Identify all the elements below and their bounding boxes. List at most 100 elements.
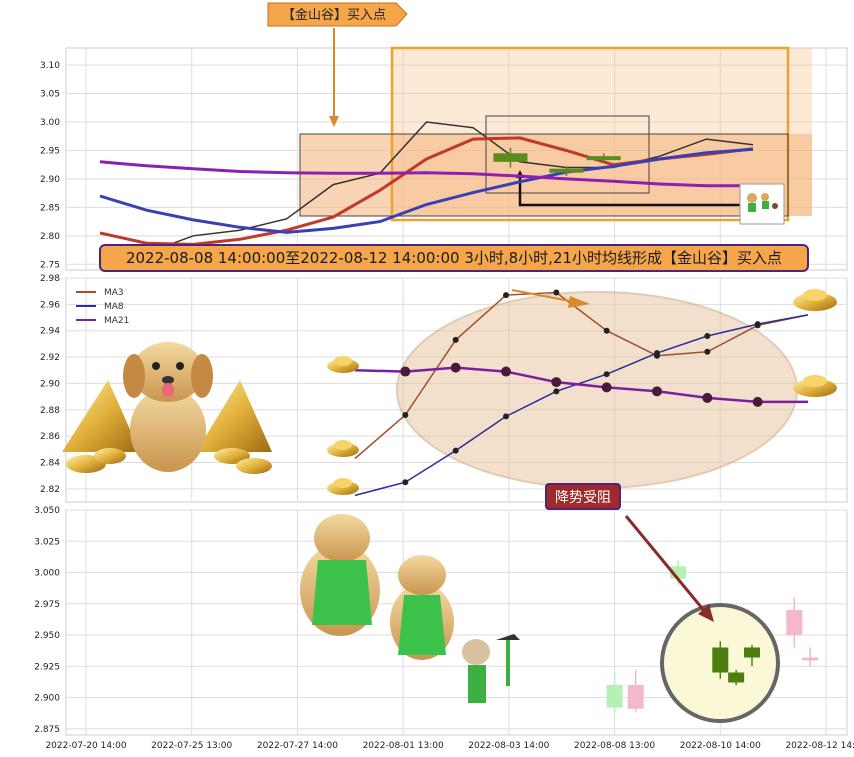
y-tick-labels: 3.10 3.05 3.00 2.95 2.90 2.85 2.80 2.75 2.98 2.96…: [34, 61, 60, 735]
puppy-ear-left: [123, 354, 145, 398]
middle-series: [354, 289, 809, 497]
series-line-ma8: [99, 147, 754, 234]
middle-point: [551, 377, 562, 388]
middle-point: [752, 396, 763, 407]
middle-point: [704, 332, 711, 339]
x-tick-label: 2022-08-03 14:00: [468, 741, 549, 751]
middle-point: [652, 386, 662, 397]
y-tick-label: 3.050: [34, 506, 60, 516]
bottom-candles: [606, 560, 819, 713]
buy-point-callout: 【金山谷】买入点: [267, 2, 408, 127]
middle-point: [503, 413, 509, 420]
resistance-callout: 降势受阻: [545, 483, 714, 622]
legend-ma3: MA3: [104, 288, 124, 298]
gold-ingot-icon: [793, 289, 837, 311]
candle-body: [549, 168, 584, 173]
y-tick-label: 2.900: [34, 694, 60, 704]
y-tick-label: 2.86: [40, 432, 60, 442]
gold-ingot-icon: [94, 448, 126, 464]
middle-line-ma8: [354, 314, 809, 497]
middle-point: [402, 479, 409, 486]
middle-legend: MA3 MA8 MA21: [76, 288, 129, 326]
middle-line-ma3: [354, 291, 809, 460]
puppy-body: [130, 388, 206, 472]
candle-zoom-box: [485, 115, 650, 194]
middle-point: [503, 292, 509, 299]
candle-body: [606, 685, 623, 708]
callout-pointer-head: [329, 116, 339, 127]
middle-trend-arrow: [511, 289, 590, 308]
middle-point: [603, 327, 610, 334]
y-tick-label: 2.90: [40, 379, 60, 389]
top-series: [99, 121, 754, 254]
middle-point: [553, 289, 560, 296]
y-tick-label: 2.75: [40, 260, 60, 270]
y-tick-label: 2.95: [40, 146, 60, 156]
middle-point: [452, 336, 459, 343]
dog-thumbnail-icon: [739, 183, 785, 225]
callout-label: 【金山谷】买入点: [282, 7, 386, 23]
resistance-label: 降势受阻: [555, 490, 611, 506]
candle-body: [744, 647, 760, 658]
x-tick-label: 2022-07-27 14:00: [257, 741, 338, 751]
resistance-pointer-head: [698, 604, 714, 622]
x-tick-label: 2022-08-12 14:00: [785, 741, 854, 751]
y-tick-label: 2.90: [40, 175, 60, 185]
dogs-in-aprons-illustration: [300, 514, 520, 703]
x-tick-label: 2022-08-08 13:00: [574, 741, 655, 751]
middle-point: [402, 412, 409, 419]
candle-body: [586, 156, 621, 161]
annotation-banner: 2022-08-08 14:00:00至2022-08-12 14:00:00 …: [99, 244, 809, 272]
middle-point: [654, 350, 660, 357]
y-tick-label: 3.10: [40, 61, 60, 71]
gold-pyramid-left: [62, 380, 140, 452]
top-highlight-regions: [299, 46, 812, 222]
y-tick-label: 2.85: [40, 203, 60, 213]
top-candles: [493, 147, 621, 177]
middle-point: [704, 348, 711, 355]
candle-body: [802, 657, 819, 661]
x-tick-label: 2022-07-25 13:00: [151, 741, 232, 751]
y-tick-label: 2.96: [40, 300, 60, 310]
y-tick-label: 2.98: [40, 274, 60, 284]
y-tick-label: 3.025: [34, 537, 60, 547]
y-tick-label: 2.92: [40, 353, 60, 363]
legend-ma21: MA21: [104, 316, 129, 326]
callout-arrow-shape: [267, 2, 408, 27]
gold-ingot-icon: [793, 375, 837, 397]
zoom-connector-arrow: [518, 176, 745, 207]
puppy-ear-right: [191, 354, 213, 398]
golden-puppy-illustration: [62, 342, 272, 474]
gold-ingot-icons: [327, 289, 837, 495]
y-tick-label: 3.05: [40, 90, 60, 100]
y-tick-label: 2.82: [40, 485, 60, 495]
dark-border-box: [299, 133, 789, 217]
y-tick-label: 2.975: [34, 600, 60, 610]
y-tick-label: 2.84: [40, 458, 60, 468]
bottom-circle-candles: [712, 641, 760, 685]
series-line-ma21: [99, 160, 753, 188]
candle-body: [728, 672, 745, 683]
y-tick-label: 2.88: [40, 406, 60, 416]
middle-point: [452, 447, 459, 454]
gold-pyramid-right: [196, 380, 272, 452]
x-tick-labels: 2022-07-20 14:00 2022-07-25 13:00 2022-07-…: [45, 741, 854, 751]
gold-ingot-icon: [327, 356, 359, 373]
middle-point: [702, 392, 713, 403]
candle-body: [627, 685, 644, 709]
x-tick-label: 2022-08-10 14:00: [680, 741, 761, 751]
y-tick-label: 2.94: [40, 327, 60, 337]
y-tick-label: 2.875: [34, 725, 60, 735]
x-tick-label: 2022-08-01 13:00: [363, 741, 444, 751]
y-tick-label: 3.000: [34, 569, 60, 579]
middle-line-ma21: [354, 366, 808, 404]
middle-point: [501, 366, 511, 377]
gold-ingot-icon: [214, 448, 250, 464]
x-tick-label: 2022-07-20 14:00: [45, 741, 126, 751]
gold-ingot-icon: [327, 478, 359, 495]
middle-ellipse-highlight: [396, 291, 798, 489]
annotation-text: 2022-08-08 14:00:00至2022-08-12 14:00:00 …: [126, 249, 782, 267]
legend-ma8: MA8: [104, 302, 124, 312]
y-tick-label: 2.80: [40, 232, 60, 242]
